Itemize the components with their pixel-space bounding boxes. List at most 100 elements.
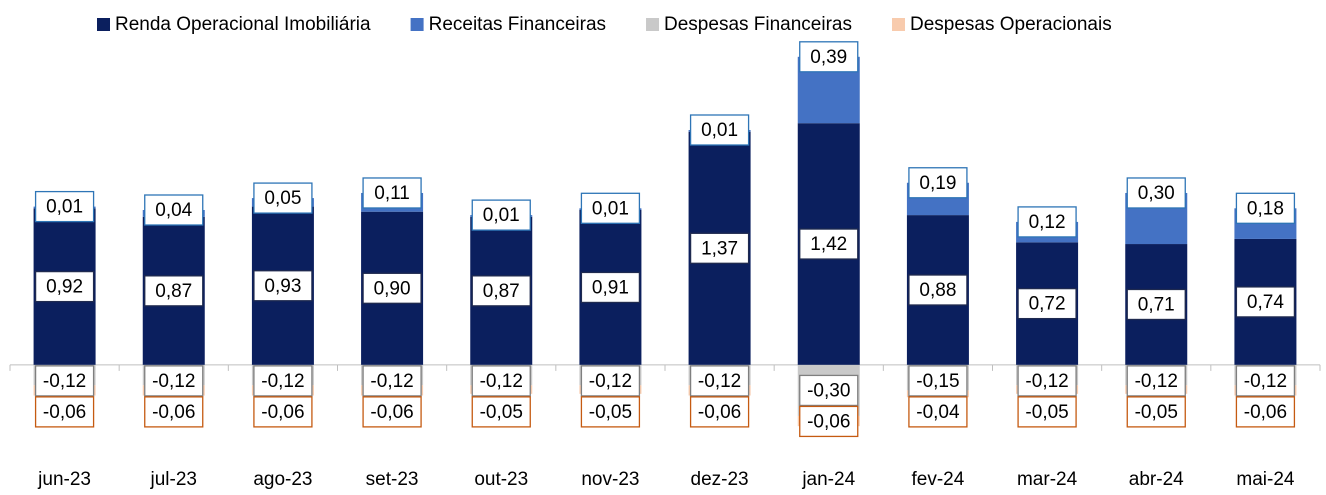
value-label-box	[34, 396, 95, 428]
value-label: 0,01	[483, 205, 520, 226]
value-label: 0,30	[1138, 183, 1175, 204]
value-label: -0,06	[152, 402, 195, 423]
value-label: -0,12	[1135, 371, 1178, 392]
legend-swatch	[892, 18, 905, 31]
value-label: 0,01	[701, 120, 738, 141]
value-label: -0,06	[1244, 402, 1287, 423]
value-label: 0,74	[1247, 292, 1284, 313]
value-label-box	[362, 396, 422, 428]
value-label-box	[689, 114, 750, 146]
value-label-box	[1017, 365, 1077, 397]
value-label: 1,37	[701, 238, 738, 259]
value-label-box	[580, 365, 641, 397]
value-label: -0,06	[43, 402, 86, 423]
value-label: 0,19	[919, 173, 956, 194]
x-tick-label: abr-24	[1129, 469, 1184, 490]
value-label-box	[908, 167, 968, 199]
value-label: 0,05	[264, 188, 301, 209]
value-label-box	[253, 365, 313, 397]
value-label: -0,05	[480, 402, 523, 423]
value-label-box	[362, 177, 422, 209]
x-tick-label: out-23	[474, 469, 528, 490]
value-label: 0,92	[46, 277, 83, 298]
value-label-box	[471, 365, 531, 397]
value-label-box	[580, 271, 641, 304]
value-label-box	[144, 275, 204, 307]
legend-label: Renda Operacional Imobiliária	[115, 14, 371, 35]
value-label: -0,12	[1025, 371, 1068, 392]
x-tick-label: jan-24	[801, 469, 855, 490]
value-label: -0,30	[807, 380, 850, 401]
value-label-box	[144, 365, 204, 397]
value-label-box	[1235, 192, 1296, 224]
x-tick-label: fev-24	[912, 469, 965, 490]
value-label-box	[689, 365, 750, 397]
value-label-box	[253, 182, 313, 214]
value-label: 0,87	[155, 281, 192, 302]
x-tick-label: set-23	[366, 469, 419, 490]
value-label-box	[799, 374, 859, 407]
value-label-box	[144, 396, 204, 428]
value-label-box	[471, 199, 531, 231]
value-label-box	[799, 41, 859, 73]
value-label-box	[362, 272, 422, 304]
value-label: -0,12	[698, 371, 741, 392]
legend-label: Receitas Financeiras	[429, 14, 606, 35]
value-label-box	[1017, 396, 1077, 428]
value-label: -0,12	[43, 371, 86, 392]
value-label: 0,18	[1247, 198, 1284, 219]
value-label-box	[1017, 287, 1077, 320]
value-label-box	[144, 194, 204, 226]
value-label: -0,12	[370, 371, 413, 392]
legend-label: Despesas Financeiras	[664, 14, 852, 35]
value-label: -0,12	[261, 371, 304, 392]
legend-label: Despesas Operacionais	[910, 14, 1112, 35]
value-label-box	[253, 396, 313, 428]
x-tick-label: nov-23	[581, 469, 639, 490]
value-label-box	[34, 365, 95, 397]
value-label: -0,04	[916, 402, 960, 423]
value-label-box	[1126, 396, 1186, 428]
value-label-box	[1235, 365, 1296, 397]
value-label-box	[799, 228, 859, 260]
value-label: -0,15	[916, 371, 959, 392]
value-label: 0,12	[1029, 212, 1066, 233]
x-tick-label: jun-23	[37, 469, 91, 490]
value-label-box	[471, 396, 531, 428]
value-label-box	[362, 365, 422, 397]
value-label-box	[1235, 396, 1296, 428]
legend-swatch	[97, 18, 110, 31]
value-label: -0,12	[1244, 371, 1287, 392]
value-label-box	[1126, 177, 1186, 209]
value-label-box	[908, 274, 968, 306]
value-label: -0,12	[480, 371, 523, 392]
value-label-box	[1235, 286, 1296, 318]
value-label-box	[1126, 365, 1186, 397]
value-label: -0,06	[807, 411, 850, 432]
value-label: -0,05	[589, 402, 632, 423]
value-label: -0,06	[261, 402, 304, 423]
value-label: 0,01	[46, 197, 83, 218]
x-tick-label: mai-24	[1236, 469, 1295, 490]
value-label: 0,72	[1029, 294, 1066, 315]
value-label: 0,87	[483, 281, 520, 302]
value-label: -0,06	[370, 402, 413, 423]
value-label: 0,93	[264, 276, 301, 297]
value-label: 0,90	[374, 278, 411, 299]
x-tick-label: ago-23	[253, 469, 312, 490]
value-label-box	[580, 396, 641, 428]
value-label-box	[908, 396, 968, 428]
value-label-box	[34, 270, 95, 303]
value-label-box	[799, 405, 859, 438]
value-label: -0,12	[589, 371, 632, 392]
value-label: 0,91	[592, 277, 629, 298]
value-label: 0,04	[155, 200, 192, 221]
value-label: 0,71	[1138, 294, 1175, 315]
value-label: 1,42	[810, 234, 847, 255]
value-label-box	[1017, 206, 1077, 238]
x-tick-label: jul-23	[150, 469, 197, 490]
legend-swatch	[410, 18, 424, 31]
value-label-box	[471, 275, 531, 307]
